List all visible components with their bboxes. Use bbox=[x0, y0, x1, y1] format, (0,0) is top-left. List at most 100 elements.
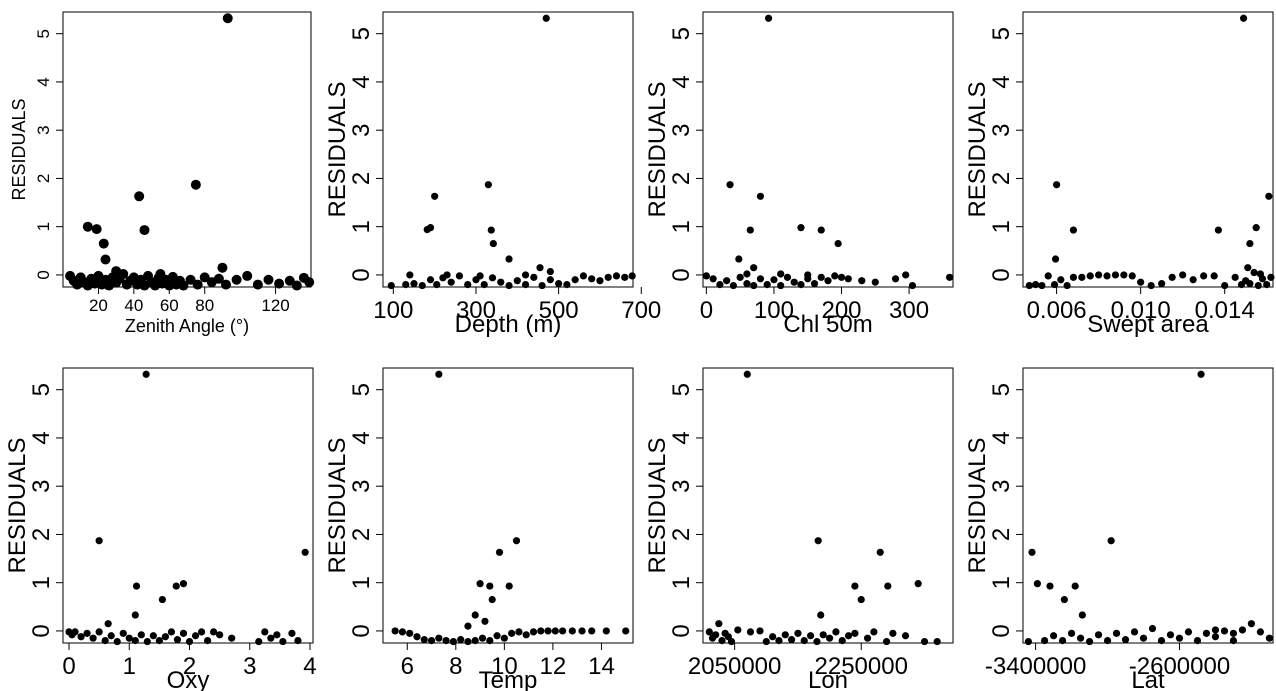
data-point bbox=[1103, 272, 1111, 280]
panel-3: 0 1 2 3 4 5 0 100 200 300 Chl 50m RESIDUALS bbox=[644, 11, 954, 338]
data-point bbox=[844, 275, 852, 283]
data-point bbox=[1078, 611, 1086, 619]
x-axis-label: Lon bbox=[808, 667, 848, 691]
data-point bbox=[263, 274, 274, 285]
data-point bbox=[149, 632, 157, 640]
y-tick-label: 5 bbox=[988, 383, 1015, 396]
data-point bbox=[783, 273, 792, 281]
y-tick-label: 5 bbox=[34, 29, 53, 38]
y-tick-label: 4 bbox=[668, 431, 695, 444]
data-point bbox=[210, 628, 218, 636]
data-point bbox=[769, 633, 777, 641]
data-point bbox=[546, 267, 554, 276]
data-point bbox=[621, 273, 629, 281]
data-point bbox=[756, 627, 764, 635]
y-tick-label: 5 bbox=[28, 383, 55, 396]
data-point bbox=[1038, 281, 1046, 290]
plot-frame bbox=[1022, 11, 1274, 288]
y-tick-label: 0 bbox=[28, 624, 55, 637]
data-point bbox=[735, 255, 743, 263]
x-axis-label: Depth (m) bbox=[455, 311, 562, 338]
data-point bbox=[914, 580, 922, 588]
data-point bbox=[101, 636, 109, 645]
data-point bbox=[1139, 634, 1148, 642]
data-point bbox=[261, 628, 269, 636]
y-tick-label: 2 bbox=[34, 174, 53, 183]
data-point bbox=[1111, 271, 1120, 279]
data-point bbox=[464, 622, 472, 630]
data-point bbox=[1057, 276, 1065, 284]
data-point bbox=[806, 632, 815, 640]
y-tick-label: 2 bbox=[28, 528, 55, 541]
data-point bbox=[515, 628, 523, 636]
data-point bbox=[220, 279, 231, 290]
y-tick-label: 0 bbox=[348, 624, 375, 637]
data-point bbox=[817, 611, 825, 619]
plot-frame bbox=[382, 367, 634, 644]
data-point bbox=[870, 628, 878, 636]
data-point bbox=[920, 637, 929, 646]
data-point bbox=[729, 281, 738, 290]
data-point bbox=[497, 278, 505, 286]
data-point bbox=[851, 582, 859, 590]
data-point bbox=[530, 273, 538, 281]
data-point bbox=[1265, 192, 1273, 200]
y-axis-label: RESIDUALS bbox=[964, 81, 991, 217]
y-tick-label: 3 bbox=[988, 480, 1015, 493]
data-point bbox=[908, 281, 917, 290]
data-point bbox=[1256, 270, 1264, 278]
data-point bbox=[1069, 226, 1078, 234]
data-point bbox=[871, 278, 879, 286]
y-tick-label: 0 bbox=[988, 268, 1015, 281]
data-point bbox=[521, 280, 530, 289]
data-point bbox=[817, 226, 825, 234]
data-point bbox=[406, 629, 414, 637]
data-point bbox=[455, 272, 464, 280]
data-point bbox=[716, 280, 724, 289]
data-point bbox=[604, 273, 612, 281]
data-point bbox=[190, 179, 201, 190]
data-point bbox=[89, 634, 97, 642]
data-point bbox=[824, 277, 832, 285]
data-point bbox=[546, 276, 554, 284]
data-point bbox=[431, 192, 439, 200]
plot-frame bbox=[702, 367, 954, 644]
data-point bbox=[762, 637, 770, 646]
data-point bbox=[902, 271, 910, 279]
data-point bbox=[521, 271, 530, 279]
data-point bbox=[1049, 632, 1058, 640]
y-axis-label: RESIDUALS bbox=[9, 98, 29, 200]
data-point bbox=[622, 627, 630, 635]
data-point bbox=[1202, 629, 1211, 637]
y-tick-label: 5 bbox=[348, 383, 375, 396]
y-tick-label: 5 bbox=[348, 27, 375, 40]
y-tick-label: 3 bbox=[348, 480, 375, 493]
data-point bbox=[1254, 281, 1262, 290]
data-point bbox=[889, 629, 897, 637]
data-point bbox=[555, 280, 563, 288]
y-tick-label: 4 bbox=[34, 77, 53, 86]
data-point bbox=[715, 620, 723, 628]
data-point bbox=[1148, 624, 1157, 633]
data-point bbox=[1025, 281, 1033, 290]
x-tick-label: 3 bbox=[243, 653, 256, 680]
data-point bbox=[95, 628, 103, 636]
x-tick-label: 0.010 bbox=[1111, 297, 1171, 324]
data-point bbox=[1246, 239, 1254, 248]
data-point bbox=[179, 629, 188, 637]
y-tick-label: 3 bbox=[668, 124, 695, 137]
data-point bbox=[1050, 280, 1059, 289]
data-point bbox=[838, 636, 846, 645]
data-point bbox=[814, 537, 822, 545]
data-point bbox=[596, 277, 604, 285]
data-point bbox=[464, 280, 472, 289]
data-point bbox=[736, 273, 744, 281]
data-point bbox=[743, 270, 751, 278]
data-point bbox=[1112, 629, 1121, 637]
data-point bbox=[1256, 628, 1265, 636]
x-tick-label: 1 bbox=[123, 653, 136, 680]
plot-frame bbox=[62, 367, 314, 644]
data-point bbox=[457, 636, 465, 644]
